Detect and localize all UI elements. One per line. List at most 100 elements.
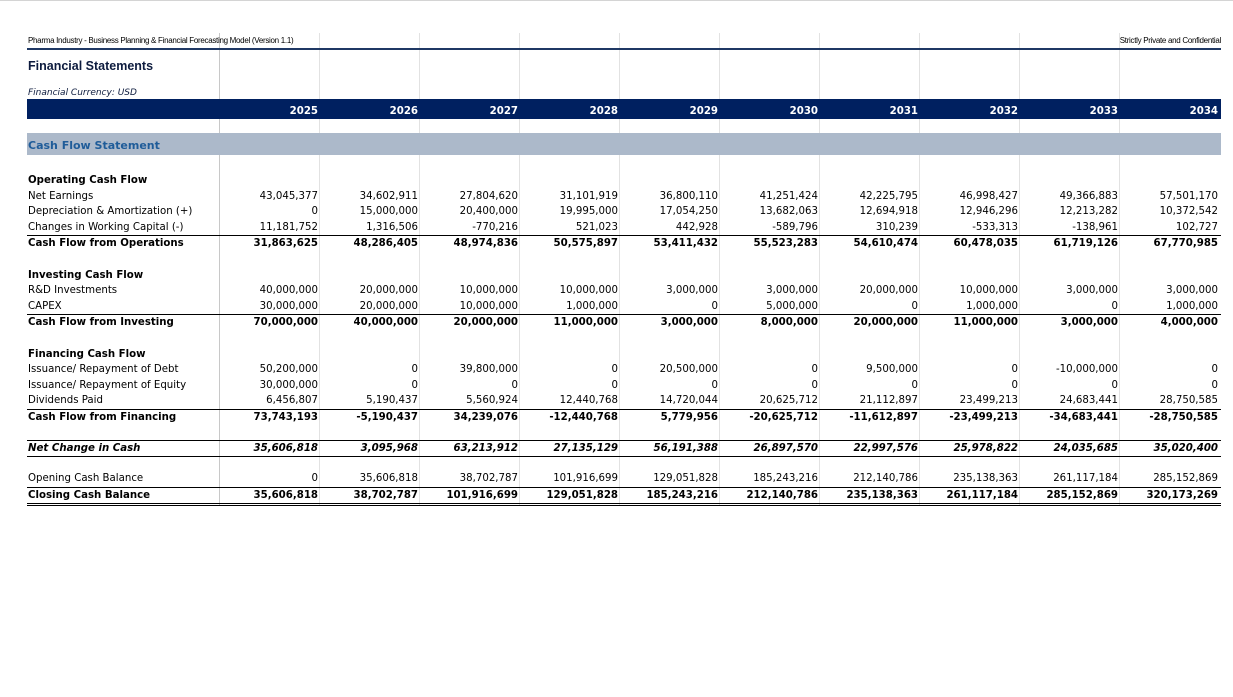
net-change-row: Net Change in Cash 35,606,818 3,095,968 … (27, 439, 1221, 458)
column-divider (319, 33, 320, 506)
row-label: Cash Flow from Investing (28, 317, 174, 329)
value-cell: 35,606,818 (359, 473, 418, 485)
value-cell: 39,800,000 (459, 364, 518, 376)
value-cell: 101,916,699 (446, 489, 518, 501)
year-cell: 2027 (489, 106, 518, 117)
value-cell: 48,974,836 (453, 238, 518, 250)
value-cell: 56,191,388 (653, 442, 718, 454)
row-values: 40,000,000 20,000,000 10,000,000 10,000,… (220, 283, 1220, 299)
value-cell: 13,682,063 (759, 206, 818, 218)
value-cell: 41,251,424 (759, 190, 818, 202)
row-values: 70,000,000 40,000,000 20,000,000 11,000,… (220, 315, 1220, 331)
value-cell: -5,190,437 (356, 411, 418, 423)
table-row: Issuance/ Repayment of Debt 50,200,000 0… (27, 362, 1221, 378)
operating-heading: Operating Cash Flow (28, 175, 148, 186)
value-cell: 21,112,897 (859, 395, 918, 407)
column-divider (1019, 33, 1020, 506)
table-row: Issuance/ Repayment of Equity 30,000,000… (27, 378, 1221, 394)
value-cell: 35,606,818 (253, 442, 318, 454)
row-label: Issuance/ Repayment of Debt (28, 364, 179, 376)
value-cell: -20,625,712 (749, 411, 818, 423)
value-cell: 6,456,807 (266, 395, 318, 407)
value-cell: -28,750,585 (1149, 411, 1218, 423)
value-cell: 14,720,044 (659, 395, 718, 407)
value-cell: 3,000,000 (1066, 285, 1118, 297)
value-cell: 40,000,000 (353, 317, 418, 329)
value-cell: 10,372,542 (1159, 206, 1218, 218)
investing-heading: Investing Cash Flow (28, 269, 144, 281)
value-cell: 3,000,000 (660, 317, 718, 329)
spacer-row (27, 155, 1221, 173)
value-cell: 27,804,620 (459, 190, 518, 202)
value-cell: 0 (611, 379, 618, 391)
spacer-row (27, 426, 1221, 440)
value-cell: 30,000,000 (259, 300, 318, 312)
value-cell: 10,000,000 (959, 285, 1018, 297)
value-cell: 43,045,377 (259, 190, 318, 202)
spacer-row (27, 252, 1221, 268)
value-cell: 49,366,883 (1059, 190, 1118, 202)
spacer-row (27, 75, 1221, 83)
years-header: 2025 2026 2027 2028 2029 2030 2031 2032 … (27, 99, 1221, 119)
row-label: Closing Cash Balance (28, 489, 151, 501)
value-cell: 10,000,000 (559, 285, 618, 297)
total-row: Cash Flow from Investing 70,000,000 40,0… (27, 315, 1221, 331)
value-cell: 11,000,000 (553, 317, 618, 329)
total-row: Cash Flow from Financing 73,743,193 -5,1… (27, 410, 1221, 426)
row-values: 6,456,807 5,190,437 5,560,924 12,440,768… (220, 393, 1220, 409)
value-cell: 0 (1011, 379, 1018, 391)
year-cell: 2029 (689, 106, 718, 117)
value-cell: 24,035,685 (1053, 442, 1118, 454)
value-cell: 0 (1211, 364, 1218, 376)
model-title: Pharma Industry - Business Planning & Fi… (28, 36, 294, 45)
value-cell: 442,928 (675, 221, 718, 233)
value-cell: -34,683,441 (1049, 411, 1118, 423)
value-cell: 285,152,869 (1153, 473, 1218, 485)
value-cell: 55,523,283 (753, 238, 818, 250)
value-cell: -12,440,768 (549, 411, 618, 423)
value-cell: 0 (1111, 379, 1118, 391)
value-cell: 5,000,000 (766, 300, 818, 312)
value-cell: 35,606,818 (253, 489, 318, 501)
operating-heading-row: Operating Cash Flow (27, 173, 1221, 189)
value-cell: 1,316,506 (366, 221, 418, 233)
value-cell: 235,138,363 (846, 489, 918, 501)
value-cell: 285,152,869 (1046, 489, 1118, 501)
value-cell: 27,135,129 (553, 442, 618, 454)
year-cell: 2026 (389, 106, 418, 117)
value-cell: 17,054,250 (659, 206, 718, 218)
value-cell: 0 (811, 379, 818, 391)
value-cell: 129,051,828 (546, 489, 618, 501)
value-cell: 11,000,000 (953, 317, 1018, 329)
value-cell: 0 (1211, 379, 1218, 391)
value-cell: 0 (511, 379, 518, 391)
value-cell: 34,239,076 (453, 411, 518, 423)
value-cell: 102,727 (1175, 221, 1218, 233)
table-row: Net Earnings 43,045,377 34,602,911 27,80… (27, 189, 1221, 205)
value-cell: 25,978,822 (953, 442, 1018, 454)
row-values: 0 35,606,818 38,702,787 101,916,699 129,… (220, 471, 1220, 487)
year-cell: 2025 (289, 106, 318, 117)
value-cell: 0 (911, 300, 918, 312)
value-cell: 5,560,924 (466, 395, 518, 407)
spacer-row (27, 457, 1221, 471)
row-label: Changes in Working Capital (-) (28, 221, 184, 233)
value-cell: 0 (1011, 364, 1018, 376)
row-values: 31,863,625 48,286,405 48,974,836 50,575,… (220, 236, 1220, 252)
table-row: Changes in Working Capital (-) 11,181,75… (27, 220, 1221, 237)
row-label: Cash Flow from Financing (28, 411, 177, 423)
value-cell: 101,916,699 (553, 473, 618, 485)
value-cell: 60,478,035 (953, 238, 1018, 250)
row-values: 11,181,752 1,316,506 -770,216 521,023 44… (220, 220, 1220, 236)
row-label: Opening Cash Balance (28, 473, 144, 485)
financing-heading-row: Financing Cash Flow (27, 347, 1221, 363)
spacer-row (27, 119, 1221, 133)
value-cell: 3,000,000 (666, 285, 718, 297)
value-cell: 20,400,000 (459, 206, 518, 218)
column-divider (819, 33, 820, 506)
value-cell: 11,181,752 (259, 221, 318, 233)
value-cell: 50,575,897 (553, 238, 618, 250)
value-cell: 22,997,576 (853, 442, 918, 454)
value-cell: 40,000,000 (259, 285, 318, 297)
investing-heading-row: Investing Cash Flow (27, 268, 1221, 284)
